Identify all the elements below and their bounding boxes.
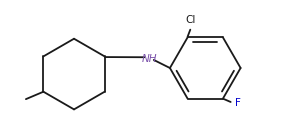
Text: Cl: Cl (185, 15, 195, 25)
Text: F: F (235, 98, 241, 108)
Text: NH: NH (141, 54, 157, 64)
